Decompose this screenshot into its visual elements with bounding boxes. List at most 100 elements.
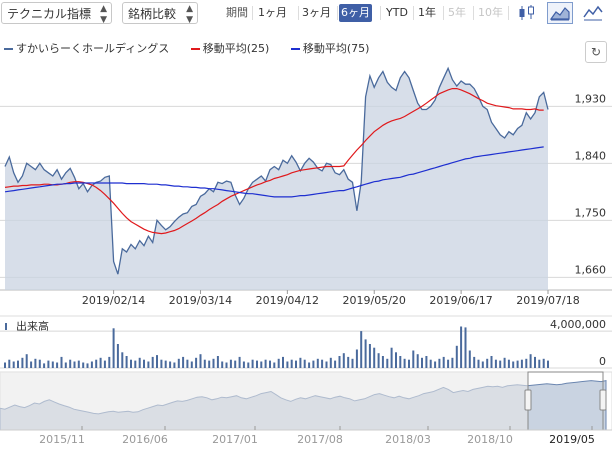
volume-bar — [116, 344, 119, 368]
area-chart-icon — [549, 7, 570, 21]
refresh-button[interactable]: ↻ — [585, 41, 607, 63]
volume-bar — [34, 358, 37, 368]
volume-bar — [325, 361, 328, 368]
technical-indicator-select[interactable]: テクニカル指標 ▲ ▼ — [1, 2, 112, 25]
volume-bar — [429, 359, 432, 368]
navigator-tick-label: 2017/01 — [212, 433, 258, 446]
volume-bar — [295, 360, 297, 368]
volume-bar — [256, 360, 258, 368]
navigator-tick-label: 2018/03 — [385, 433, 431, 446]
volume-bar — [494, 359, 497, 368]
volume-bar — [30, 361, 33, 368]
divider — [443, 6, 444, 20]
price-tick-label: 1,840 — [575, 149, 607, 162]
divider — [252, 6, 253, 20]
volume-bar — [286, 361, 289, 368]
period-5y-button[interactable]: 5年 — [448, 6, 466, 19]
divider — [508, 6, 509, 20]
period-6m-button[interactable]: 6ヶ月 — [339, 4, 372, 22]
volume-bar — [455, 345, 458, 368]
volume-tick-label: 4,000,000 — [550, 318, 606, 331]
volume-bar — [21, 357, 24, 368]
period-3m-button[interactable]: 3ヶ月 — [302, 6, 331, 19]
navigator-tick-label: 2016/06 — [122, 433, 168, 446]
volume-bar — [512, 361, 515, 368]
volume-bar — [538, 359, 541, 368]
volume-bar — [381, 356, 384, 368]
volume-bar — [473, 356, 476, 368]
ma75-line — [4, 146, 544, 198]
volume-bar — [4, 362, 6, 368]
volume-bar — [238, 356, 241, 368]
volume-bar — [138, 357, 141, 368]
area-chart-button[interactable] — [547, 2, 573, 24]
volume-bar — [520, 359, 523, 368]
volume-bar — [499, 360, 502, 368]
volume-bar — [69, 359, 72, 368]
volume-bar — [342, 353, 345, 368]
period-10y-button[interactable]: 10年 — [478, 6, 503, 19]
volume-bar — [347, 356, 350, 368]
line-chart-button[interactable] — [580, 2, 606, 24]
volume-bar — [212, 358, 215, 368]
volume-bar — [412, 350, 415, 368]
chart-legend: すかいらーくホールディングス 移動平均(25) 移動平均(75) — [4, 40, 387, 56]
volume-bar — [438, 358, 441, 368]
ma25-line — [4, 87, 544, 235]
volume-bar — [334, 360, 337, 368]
volume-bar — [269, 360, 271, 368]
volume-bar — [408, 359, 410, 368]
volume-bar — [225, 362, 228, 368]
candlestick-chart-button[interactable] — [514, 2, 540, 24]
divider — [413, 6, 414, 20]
volume-bar — [468, 350, 471, 368]
divider — [298, 6, 299, 20]
volume-bar — [277, 358, 280, 368]
volume-bar — [247, 362, 250, 368]
x-tick-label: 2019/05/20 — [343, 294, 406, 307]
period-label: 期間 — [226, 6, 248, 19]
legend-ma25-label: 移動平均(25) — [202, 42, 270, 55]
volume-bar — [351, 358, 354, 368]
period-ytd-button[interactable]: YTD — [386, 6, 408, 19]
compare-select[interactable]: 銘柄比較 ▲ ▼ — [122, 2, 198, 25]
volume-bar — [390, 347, 393, 368]
volume-bar — [195, 357, 198, 368]
volume-bar — [312, 360, 315, 368]
volume-bar — [303, 359, 306, 368]
volume-bar — [216, 356, 219, 368]
legend-swatch — [4, 48, 13, 50]
volume-bar — [112, 328, 115, 368]
volume-bar — [156, 355, 158, 368]
volume-bar — [308, 362, 311, 368]
volume-tick-label: 0 — [599, 355, 606, 368]
price-area — [5, 68, 548, 290]
volume-bar — [460, 326, 463, 368]
volume-bar — [299, 357, 302, 368]
legend-item-ma75: 移動平均(75) — [290, 42, 369, 55]
volume-bar — [442, 356, 445, 368]
line-chart-icon — [583, 5, 603, 21]
volume-bar — [64, 362, 67, 368]
price-tick-label: 1,930 — [575, 92, 607, 105]
volume-bar — [360, 331, 363, 368]
volume-bar — [234, 360, 237, 368]
volume-bar — [95, 359, 98, 368]
volume-bar — [208, 360, 211, 368]
volume-bar — [25, 354, 28, 368]
volume-bar — [173, 362, 176, 368]
volume-bar — [190, 361, 193, 368]
x-tick-label: 2019/06/17 — [429, 294, 492, 307]
volume-legend-swatch — [5, 323, 7, 330]
volume-bar — [399, 356, 402, 368]
volume-bar — [329, 357, 332, 368]
divider — [380, 6, 381, 20]
toolbar: テクニカル指標 ▲ ▼ 銘柄比較 ▲ ▼ 期間 1ヶ月 3ヶ月 6ヶ月 YTD 1年… — [0, 0, 612, 28]
period-1y-button[interactable]: 1年 — [418, 6, 436, 19]
volume-bar — [203, 359, 206, 368]
volume-bar — [160, 359, 163, 368]
volume-bar — [182, 356, 185, 368]
select-arrows-icon: ▲ ▼ — [100, 4, 107, 25]
volume-bar — [130, 359, 132, 368]
period-1m-button[interactable]: 1ヶ月 — [258, 6, 287, 19]
